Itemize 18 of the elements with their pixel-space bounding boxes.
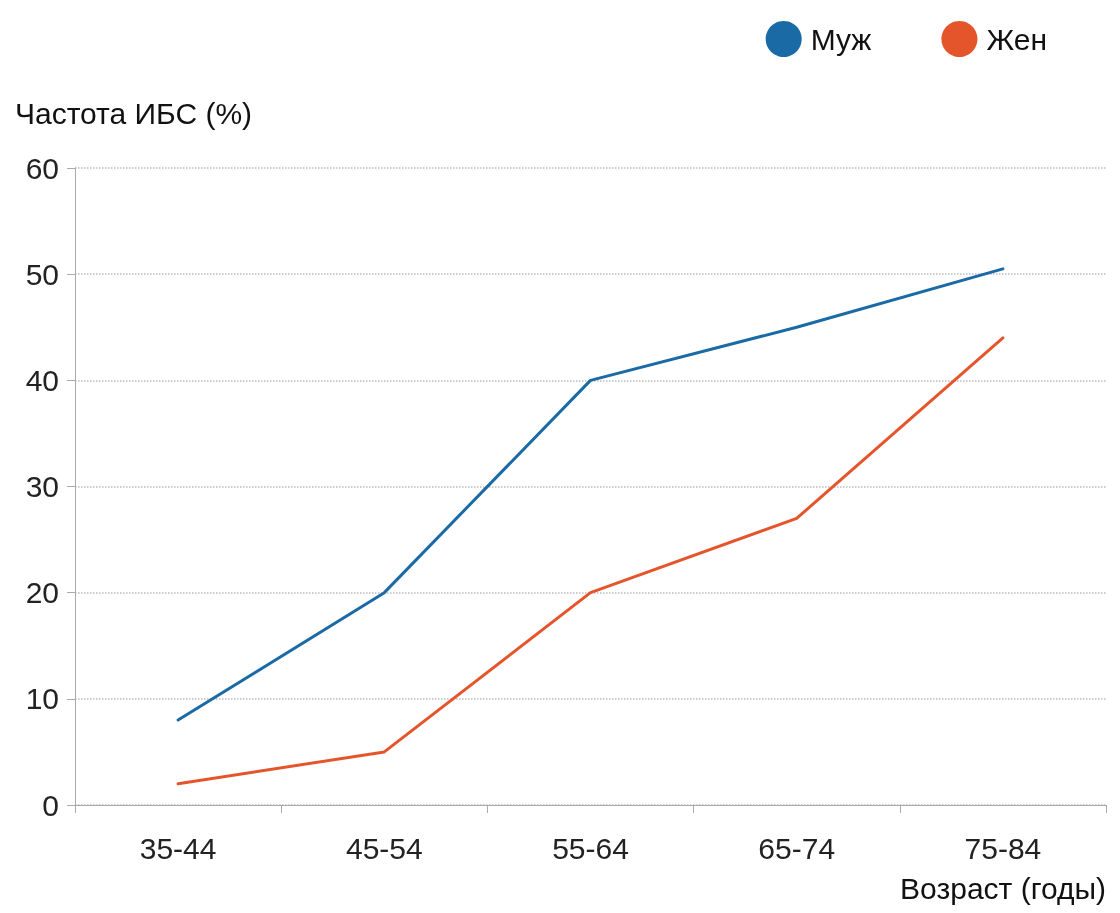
y-tick-label: 40: [25, 363, 59, 397]
y-tick-label: 50: [25, 257, 59, 291]
x-axis-title: Возраст (годы): [900, 871, 1106, 905]
y-tick-label: 0: [42, 788, 59, 822]
x-tick-label: 75-84: [964, 831, 1042, 865]
x-tick-label: 65-74: [758, 831, 836, 865]
line-series: [176, 267, 1005, 722]
y-tick-label: 30: [25, 470, 59, 503]
y-tick-label: 10: [25, 682, 59, 716]
y-axis-title: Частота ИБС (%): [15, 96, 253, 130]
x-tick-label: 35-44: [139, 831, 217, 865]
legend-label: Жен: [986, 22, 1048, 56]
y-tick-label: 60: [25, 151, 59, 185]
x-tick-label: 55-64: [552, 831, 629, 865]
line-series: [176, 336, 1005, 786]
legend-label: Муж: [810, 22, 872, 56]
y-tick-label: 20: [25, 576, 59, 610]
x-tick-label: 45-54: [345, 831, 423, 865]
